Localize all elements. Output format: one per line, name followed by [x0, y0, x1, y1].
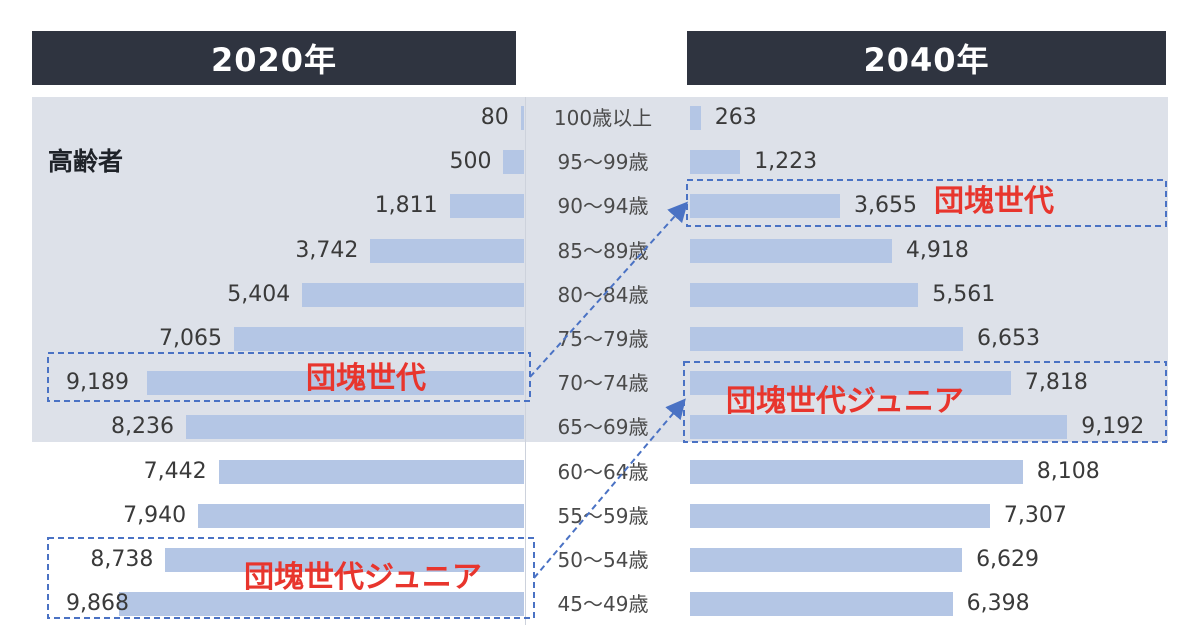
value-label-2040: 4,918: [905, 238, 969, 263]
value-label-2040: 9,192: [1081, 414, 1145, 439]
value-label-2040: 7,818: [1024, 370, 1088, 395]
dankai-2020-box: [47, 352, 531, 402]
callout-dankai-2020: 団塊世代: [306, 361, 426, 396]
value-label-2020: 9,868: [66, 591, 129, 616]
value-label-2040: 1,223: [754, 149, 818, 174]
age-category-label: 70〜74歳: [557, 371, 649, 395]
age-category-label: 65〜69歳: [557, 415, 649, 439]
age-category-label: 50〜54歳: [557, 548, 649, 572]
value-label-2040: 6,629: [976, 547, 1040, 572]
dankai-junior-shift-arrow: [533, 398, 686, 579]
bar-2040: [690, 239, 892, 263]
age-category-label: 95〜99歳: [557, 150, 649, 174]
callout-dankai-junior-2020: 団塊世代ジュニア: [244, 560, 482, 595]
bar-2020: [218, 460, 524, 484]
age-category-label: 55〜59歳: [557, 504, 649, 528]
bar-2040: [690, 504, 990, 528]
bar-2020: [119, 592, 524, 616]
bar-2020: [370, 239, 524, 263]
age-category-label: 90〜94歳: [557, 194, 649, 218]
age-category-label: 60〜64歳: [557, 460, 649, 484]
bar-2020: [165, 548, 524, 572]
value-label-2040: 3,655: [854, 193, 917, 218]
age-category-label: 45〜49歳: [557, 592, 649, 616]
header-2020-label: 2020年: [210, 41, 338, 79]
value-label-2020: 7,940: [123, 503, 187, 528]
dankai-shift-arrow: [529, 201, 689, 378]
value-label-2040: 263: [714, 105, 757, 130]
header-2040-label: 2040年: [863, 41, 990, 79]
value-label-2020: 7,442: [143, 459, 207, 484]
bar-2040: [690, 371, 1011, 395]
value-label-2040: 5,561: [932, 282, 996, 307]
bar-2040: [690, 592, 953, 616]
value-label-2040: 6,398: [966, 591, 1030, 616]
bar-2040: [690, 415, 1068, 439]
value-label-2020: 7,065: [159, 326, 223, 351]
bar-2040: [690, 327, 964, 351]
dankai-2040-box: [686, 179, 1167, 227]
bar-2020: [520, 106, 524, 130]
bar-2040: [690, 194, 840, 218]
value-label-2040: 8,108: [1036, 459, 1100, 484]
header-2040: 2040年: [687, 31, 1166, 85]
bar-2020: [503, 150, 524, 174]
value-label-2020: 5,404: [227, 282, 291, 307]
value-label-2020: 9,189: [66, 370, 129, 395]
bar-2020: [302, 283, 524, 307]
header-2020: 2020年: [32, 31, 516, 85]
value-label-2040: 6,653: [977, 326, 1041, 351]
age-category-label: 80〜84歳: [557, 283, 649, 307]
bar-2040: [690, 283, 919, 307]
value-label-2020: 3,742: [295, 238, 359, 263]
bar-2040: [690, 106, 701, 130]
callout-dankai-junior-2040: 団塊世代ジュニア: [726, 384, 964, 419]
value-label-2020: 500: [449, 149, 492, 174]
bar-2020: [185, 415, 524, 439]
bar-2020: [198, 504, 524, 528]
value-label-2020: 8,236: [111, 414, 174, 439]
value-label-2020: 8,738: [90, 547, 154, 572]
bar-2020: [146, 371, 524, 395]
age-category-label: 100歳以上: [553, 106, 653, 130]
center-axis-divider: [525, 97, 526, 625]
bar-2040: [690, 460, 1023, 484]
bar-2040: [690, 150, 741, 174]
callout-dankai-2040: 団塊世代: [934, 184, 1054, 219]
bar-2040: [690, 548, 963, 572]
age-category-label: 85〜89歳: [557, 239, 649, 263]
value-label-2020: 1,811: [374, 193, 438, 218]
value-label-2020: 80: [480, 105, 509, 130]
elderly-label: 高齢者: [48, 147, 124, 176]
bar-2020: [234, 327, 524, 351]
value-label-2040: 7,307: [1003, 503, 1067, 528]
bar-2020: [449, 194, 524, 218]
